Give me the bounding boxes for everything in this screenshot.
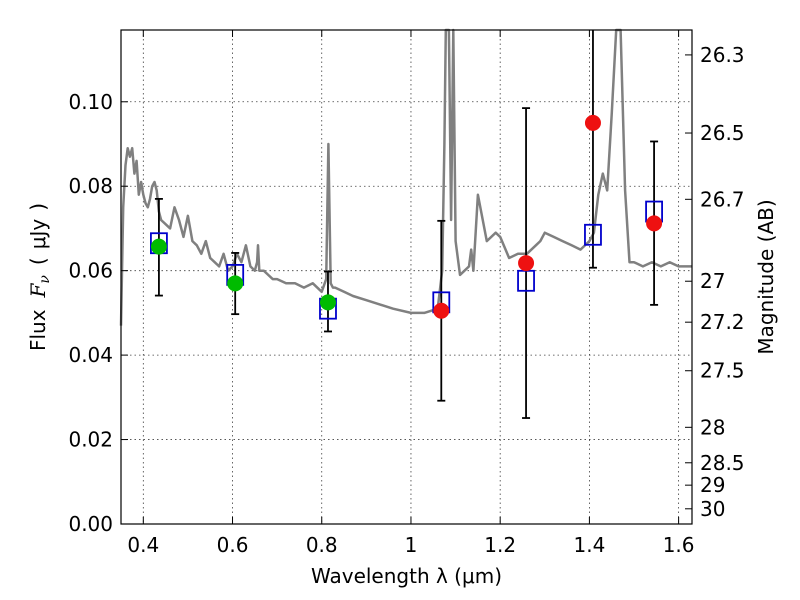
axis-ticks: 0.4 0.6 0.8 1 1.2 1.4 1.6 0.00 0.02 0.04 0.06 0.08 0… <box>68 30 745 557</box>
data-point <box>227 275 244 292</box>
data-markers <box>150 114 663 320</box>
x-tick-label: 0.6 <box>217 533 249 557</box>
data-point <box>319 294 336 311</box>
data-point <box>518 255 535 272</box>
right-y-axis-title: Magnitude (AB) <box>754 199 778 354</box>
right-tick-label: 26.3 <box>700 43 745 67</box>
right-tick-label: 27.2 <box>700 310 745 334</box>
sed-line <box>119 28 692 326</box>
y-tick-label: 0.10 <box>68 90 113 114</box>
error-bars <box>154 30 659 419</box>
right-tick-label: 27.5 <box>700 359 745 383</box>
right-tick-label: 29 <box>700 473 725 497</box>
data-point <box>646 215 663 232</box>
x-tick-label: 1.2 <box>484 533 516 557</box>
y-tick-label: 0.08 <box>68 174 113 198</box>
y-tick-label: 0.00 <box>68 512 113 536</box>
data-point <box>584 114 601 131</box>
right-tick-label: 26.5 <box>700 121 745 145</box>
y-tick-label: 0.06 <box>68 259 113 283</box>
right-tick-label: 27 <box>700 269 725 293</box>
grid <box>121 30 692 525</box>
right-tick-label: 28 <box>700 415 725 439</box>
y-tick-label: 0.04 <box>68 343 113 367</box>
x-tick-label: 1 <box>405 533 418 557</box>
right-tick-label: 28.5 <box>700 451 745 475</box>
model-square <box>584 223 602 246</box>
data-point <box>150 238 167 255</box>
right-tick-label: 26.7 <box>700 187 745 211</box>
x-tick-label: 0.8 <box>306 533 338 557</box>
y-tick-label: 0.02 <box>68 428 113 452</box>
x-tick-label: 0.4 <box>127 533 159 557</box>
plot-frame <box>120 29 693 525</box>
y-axis-title: FluxFν(μJy) <box>26 203 53 351</box>
model-sed <box>119 28 692 326</box>
data-point <box>433 302 450 319</box>
x-tick-label: 1.6 <box>663 533 695 557</box>
right-tick-label: 30 <box>700 497 725 521</box>
x-axis-title: Wavelength λ (μm) <box>311 564 502 588</box>
x-tick-label: 1.4 <box>573 533 605 557</box>
